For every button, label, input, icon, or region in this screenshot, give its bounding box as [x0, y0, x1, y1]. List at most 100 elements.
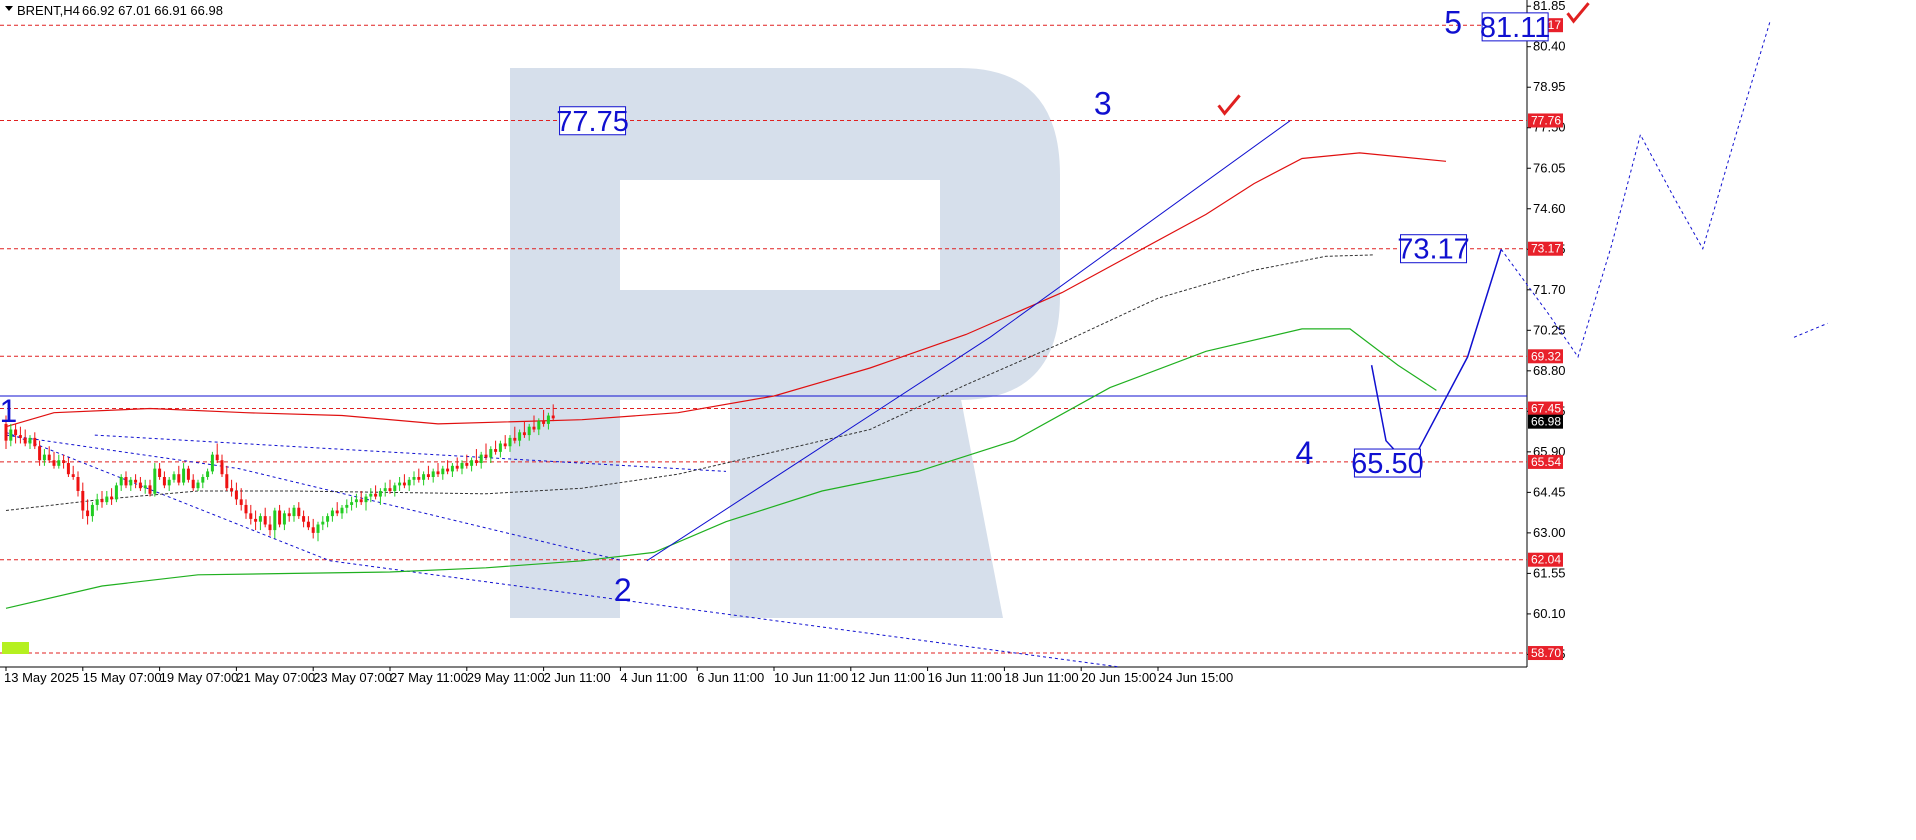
x-tick-label: 20 Jun 15:00 [1081, 670, 1156, 685]
candle-body [522, 432, 526, 436]
candle-body [57, 460, 61, 466]
level-badge [1528, 241, 1563, 256]
ma-green-line [5, 328, 1437, 609]
candle-body [9, 429, 13, 441]
level-badge-label: 58.70 [1531, 646, 1561, 660]
candle-body [374, 493, 378, 497]
wave-label: 1 [0, 393, 17, 429]
candle-body [388, 488, 392, 491]
level-badge [1528, 552, 1563, 567]
level-badge [1528, 113, 1563, 128]
candle-body [33, 437, 37, 447]
candle-body [359, 499, 363, 503]
candle-body [210, 454, 214, 472]
candle-body [551, 415, 555, 419]
candle-body [316, 524, 320, 533]
candle-body [441, 468, 445, 475]
candle-body [302, 516, 306, 522]
candle-body [402, 482, 406, 486]
candle-body [138, 482, 142, 489]
candle-body [479, 454, 483, 464]
x-tick-label: 16 Jun 11:00 [928, 670, 1002, 685]
y-tick-label: 78.95 [1533, 79, 1566, 94]
current-price-badge [1528, 414, 1563, 429]
dropdown-icon [5, 6, 13, 11]
level-badge-label: 69.32 [1531, 349, 1561, 363]
candle-body [201, 477, 205, 483]
candle-body [143, 485, 147, 489]
candle-body [297, 507, 301, 517]
candle-body [100, 499, 104, 503]
candle-body [345, 504, 349, 508]
candle-body [38, 446, 42, 461]
candle-body [460, 463, 464, 469]
x-tick-label: 2 Jun 11:00 [544, 670, 611, 685]
candle-body [225, 474, 229, 489]
level-badge-label: 77.76 [1531, 113, 1561, 127]
candle-body [230, 488, 234, 491]
candle-body [129, 479, 133, 486]
candle-body [498, 443, 502, 452]
x-tick-label: 23 May 07:00 [313, 670, 392, 685]
candle-body [76, 477, 80, 491]
candle-body [508, 437, 512, 447]
channel-line [94, 434, 727, 472]
candle-body [326, 516, 330, 522]
candle-body [172, 474, 176, 480]
candle-body [369, 493, 373, 497]
candle-body [426, 474, 430, 477]
candle-body [86, 510, 90, 517]
candle-body [398, 482, 402, 486]
level-badge [1528, 646, 1563, 661]
candle-body [393, 485, 397, 491]
price-box [1481, 12, 1549, 42]
candle-body [383, 488, 387, 491]
channel-line [5, 431, 1120, 668]
ma-red-line [5, 152, 1447, 428]
wave-label: 5 [1444, 5, 1462, 41]
x-tick-label: 15 May 07:00 [83, 670, 162, 685]
y-tick-label: 64.45 [1533, 484, 1566, 499]
candle-body [105, 496, 109, 503]
candle-body [119, 477, 123, 486]
candle-body [311, 527, 315, 533]
candle-body [18, 435, 22, 438]
x-tick-label: 21 May 07:00 [236, 670, 315, 685]
candle-body [407, 479, 411, 486]
candle-body [537, 421, 541, 430]
y-tick-label: 63.00 [1533, 525, 1566, 540]
candle-body [321, 521, 325, 525]
candle-body [263, 516, 267, 525]
candle-body [158, 468, 162, 477]
x-tick-label: 19 May 07:00 [160, 670, 239, 685]
candle-body [364, 496, 368, 503]
x-tick-label: 13 May 2025 [4, 670, 79, 685]
candle-body [287, 513, 291, 517]
price-box [1400, 234, 1468, 264]
candle-body [167, 479, 171, 486]
symbol-label: BRENT,H4 [17, 3, 80, 18]
candle-body [542, 421, 546, 424]
candle-body [239, 499, 243, 505]
x-tick-label: 18 Jun 11:00 [1004, 670, 1078, 685]
y-tick-label: 74.60 [1533, 201, 1566, 216]
candle-body [330, 510, 334, 517]
candle-body [513, 437, 517, 441]
watermark-logo-stem [510, 400, 620, 618]
candle-body [134, 479, 138, 483]
x-tick-label: 12 Jun 11:00 [851, 670, 925, 685]
candle-body [4, 423, 8, 441]
y-tick-label: 61.55 [1533, 565, 1566, 580]
candle-body [196, 482, 200, 489]
y-tick-label: 60.10 [1533, 606, 1566, 621]
candle-body [455, 465, 459, 469]
candle-body [532, 426, 536, 430]
candle-body [446, 468, 450, 472]
wave-line [646, 120, 1291, 562]
level-badge-label: 65.54 [1531, 455, 1561, 469]
candle-body [282, 513, 286, 525]
price-box [559, 106, 627, 136]
wave-label: 2 [614, 572, 632, 608]
level-badge [1528, 454, 1563, 469]
